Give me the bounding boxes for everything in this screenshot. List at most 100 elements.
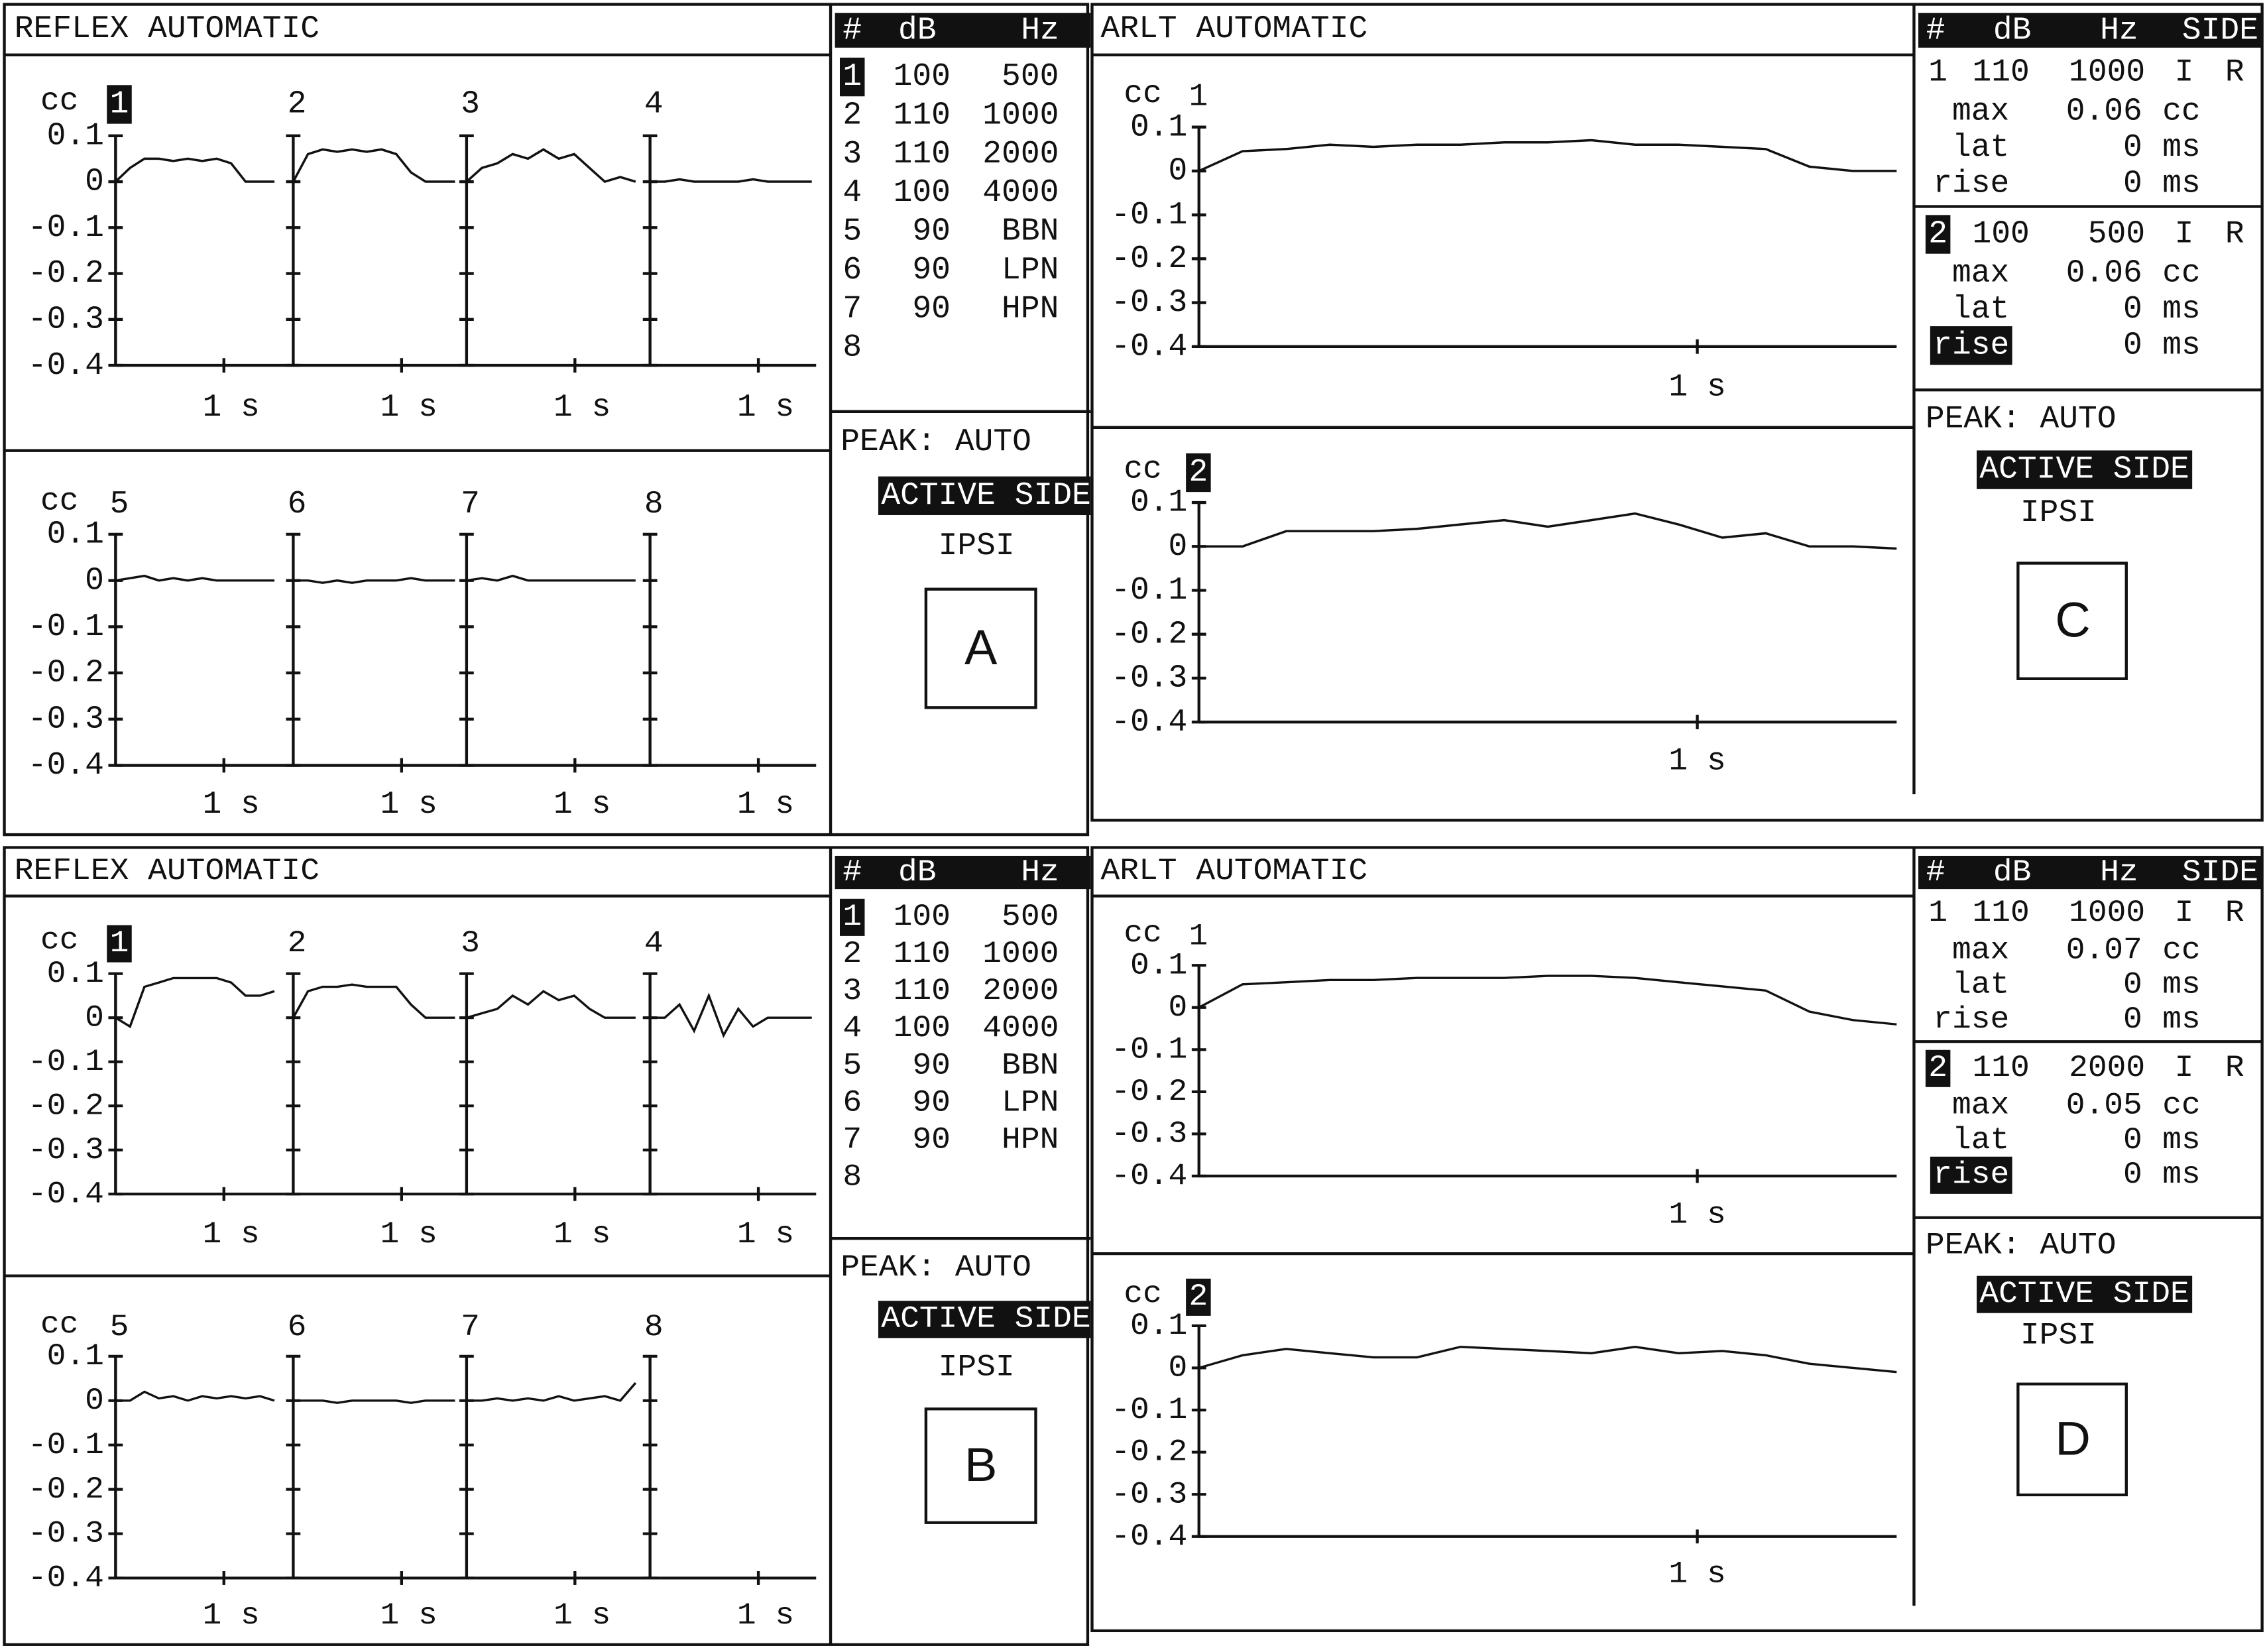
y-tick-label: -0.2 [28,1089,104,1124]
stimulus-cell: 2 [1928,1051,1947,1086]
table-cell: 90 [912,214,951,250]
screen-frame [1090,3,2264,822]
trace [115,1390,275,1402]
time-label: 1 s [1668,1199,1725,1233]
plot-number: 2 [288,87,307,123]
y-tick-label: -0.3 [28,302,104,338]
metric-value: 0 [2123,1158,2142,1193]
metric-name: max [1952,255,2009,291]
y-tick-label: 0.1 [47,517,104,553]
stimulus-cell: 1000 [2069,55,2145,91]
y-tick-label: 0 [1169,991,1188,1026]
plot-number: 1 [110,927,129,961]
y-tick-label: -0.2 [28,1473,104,1507]
table-cell: 8 [842,1160,862,1195]
table-cell: HPN [1002,291,1059,327]
panel-label-box [924,1407,1037,1524]
plot-number: 1 [110,87,129,123]
plot-number: 1 [1189,919,1208,954]
reflex-screen: REFLEX AUTOMATICcc0.10-0.1-0.2-0.3-0.411… [3,3,1091,837]
metric-value: 0.06 [2066,93,2142,129]
screen-title: ARLT AUTOMATIC [1101,855,1368,889]
y-tick-label: 0.1 [47,118,104,154]
table-header-bar [1918,855,2262,890]
plot-number: 4 [644,927,664,961]
metric-unit: ms [2162,1158,2201,1193]
metric-value: 0.07 [2066,933,2142,968]
trace [1198,974,1897,1026]
y-tick-label: -0.4 [1111,705,1187,740]
time-label: 1 s [380,1599,437,1633]
y-tick-label: -0.3 [1111,285,1187,321]
y-unit: cc [1124,1277,1162,1312]
table-cell: BBN [1002,1049,1059,1083]
metric-unit: cc [2162,1089,2201,1123]
metric-name: max [1952,1089,2009,1123]
trace [1198,139,1897,172]
y-tick-label: -0.3 [1111,1478,1187,1512]
y-tick-label: 0.1 [1130,1309,1187,1344]
time-label: 1 s [553,1218,610,1252]
time-label: 1 s [203,787,260,823]
stimulus-cell: I [2175,217,2194,253]
highlight [1977,1275,2193,1313]
trace [293,577,455,584]
table-cell: 90 [912,1049,951,1083]
y-tick-label: -0.4 [28,1177,104,1212]
table-cell: 100 [894,59,951,95]
stimulus-cell: R [2225,1051,2244,1086]
time-label: 1 s [380,1218,437,1252]
table-header: Hz [2100,856,2138,890]
time-label: 1 s [1668,744,1725,780]
table-cell: 1 [842,900,862,935]
metric-value: 0 [2123,130,2142,166]
time-label: 1 s [1668,369,1725,405]
metric-name: max [1952,933,2009,968]
panel-label: B [964,1439,997,1491]
y-tick-label: 0 [85,563,104,599]
table-cell: LPN [1002,1086,1059,1120]
table-header: dB [898,13,937,48]
table-header: Hz [1021,13,1059,48]
trace [292,148,455,183]
y-tick-label: -0.1 [28,609,104,645]
y-unit: cc [1124,917,1162,951]
peak-mode: PEAK: AUTO [841,424,1031,460]
highlight [839,898,865,936]
table-cell: 90 [912,1123,951,1157]
side: IPSI [2020,1319,2097,1353]
trace [115,976,275,1029]
y-tick-label: 0.1 [1130,949,1187,983]
metric-unit: cc [2162,933,2201,968]
plot-number: 3 [461,87,480,123]
y-tick-label: -0.1 [28,1045,104,1080]
time-label: 1 s [553,390,610,426]
table-cell: 6 [842,253,862,288]
metric-unit: ms [2162,1124,2201,1158]
y-tick-label: -0.1 [1111,1033,1187,1067]
table-header: # [842,13,862,48]
time-label: 1 s [737,1218,794,1252]
y-tick-label: -0.3 [1111,661,1187,697]
plot-number: 6 [288,1311,307,1345]
trace [650,178,812,183]
y-tick-label: -0.3 [1111,1117,1187,1151]
y-tick-label: 0.1 [1130,485,1187,521]
y-tick-label: -0.1 [1111,1393,1187,1428]
highlight [1977,450,2193,489]
time-label: 1 s [737,787,794,823]
highlight [107,925,132,963]
plot-number: 2 [1189,1280,1208,1315]
screen-title: ARLT AUTOMATIC [1101,11,1368,47]
metric-name: rise [1933,166,2009,202]
side: IPSI [2020,495,2097,531]
table-cell: 2000 [982,974,1059,1009]
y-tick-label: -0.1 [28,210,104,246]
y-tick-label: -0.4 [1111,1159,1187,1194]
metric-unit: ms [2162,130,2201,166]
stimulus-cell: 110 [1973,896,2030,931]
table-cell: 110 [894,974,951,1009]
